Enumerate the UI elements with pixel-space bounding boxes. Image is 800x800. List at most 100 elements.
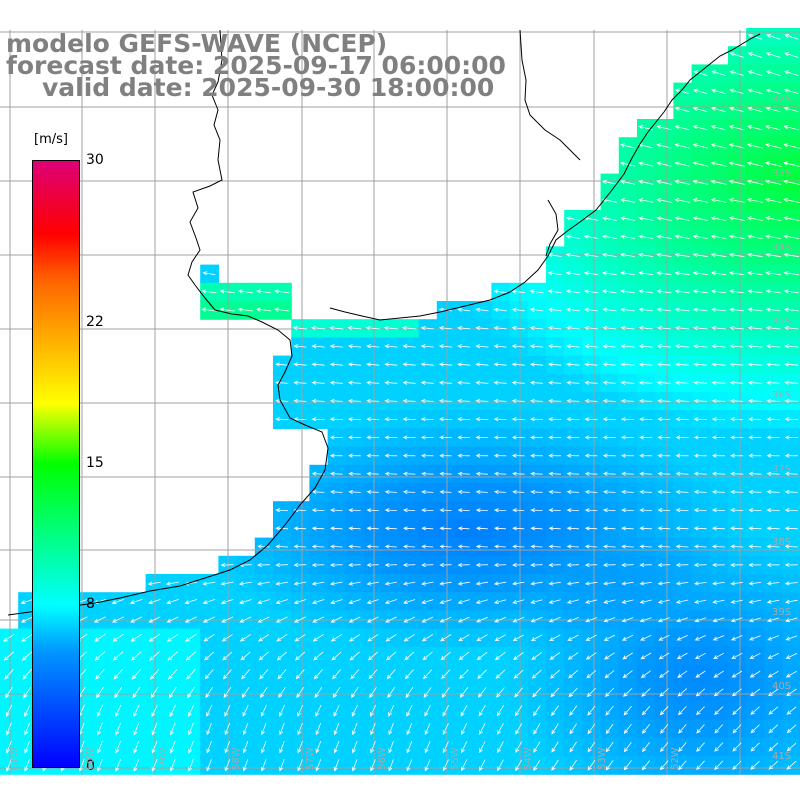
wind-arrow xyxy=(165,581,179,586)
wind-arrow xyxy=(584,581,598,586)
wind-arrow xyxy=(710,125,727,131)
wind-arrow xyxy=(184,599,198,605)
wind-arrow xyxy=(348,562,361,568)
wind-arrow xyxy=(402,508,416,513)
wind-arrow xyxy=(639,508,653,513)
wind-arrow xyxy=(384,489,398,495)
wind-speed-cell xyxy=(728,701,747,721)
wind-arrow xyxy=(657,617,670,623)
wind-speed-cell xyxy=(673,683,693,702)
wind-arrow xyxy=(511,344,525,349)
wind-arrow xyxy=(384,453,398,458)
wind-arrow xyxy=(511,398,525,404)
wind-arrow xyxy=(421,471,434,476)
wind-arrow xyxy=(422,669,433,680)
wind-arrow xyxy=(347,398,362,404)
wind-arrow xyxy=(457,489,470,495)
wind-arrow xyxy=(566,562,580,568)
wind-arrow xyxy=(457,544,470,549)
wind-arrow xyxy=(749,635,761,641)
colorbar-tick-label: 22 xyxy=(86,313,104,330)
wind-arrow xyxy=(261,722,267,736)
wind-arrow xyxy=(202,616,215,623)
wind-speed-cell xyxy=(491,756,511,775)
wind-arrow xyxy=(765,252,781,258)
wind-arrow xyxy=(748,417,762,422)
wind-arrow xyxy=(602,289,617,294)
wind-arrow xyxy=(275,398,289,404)
wind-arrow xyxy=(384,380,398,385)
wind-arrow xyxy=(184,616,197,623)
wind-speed-cell xyxy=(491,683,511,702)
wind-arrow xyxy=(693,508,707,513)
wind-arrow xyxy=(675,526,689,531)
wind-arrow xyxy=(531,652,543,660)
wind-arrow xyxy=(24,759,30,772)
wind-arrow xyxy=(584,435,598,440)
wind-arrow xyxy=(532,705,541,717)
wind-arrow xyxy=(710,234,727,239)
wind-arrow xyxy=(297,722,303,736)
wind-arrow xyxy=(638,179,654,185)
wind-arrow xyxy=(347,417,362,422)
colorbar-tick-label: 8 xyxy=(86,596,95,613)
wind-arrow xyxy=(641,742,651,753)
wind-arrow xyxy=(623,723,632,735)
wind-speed-cell xyxy=(546,665,565,684)
wind-speed-cell xyxy=(182,628,201,648)
wind-arrow xyxy=(6,722,12,736)
wind-arrow xyxy=(493,435,507,440)
wind-arrow xyxy=(311,508,325,513)
wind-speed-cell xyxy=(364,646,383,666)
wind-arrow xyxy=(584,307,599,312)
wind-arrow xyxy=(258,634,270,642)
wind-arrow xyxy=(275,581,289,586)
wind-speed-cell xyxy=(600,646,620,666)
wind-arrow xyxy=(604,670,615,679)
wind-arrow xyxy=(605,705,614,716)
wind-arrow xyxy=(747,271,763,276)
wind-arrow xyxy=(547,362,562,367)
wind-speed-cell xyxy=(564,701,583,721)
wind-arrow xyxy=(384,471,398,476)
wind-arrow xyxy=(638,344,653,349)
wind-arrow xyxy=(640,634,652,641)
wind-arrow xyxy=(566,599,580,604)
wind-arrow xyxy=(656,380,671,385)
wind-arrow xyxy=(765,143,782,149)
wind-arrow xyxy=(602,380,616,385)
wind-arrow xyxy=(602,526,616,531)
wind-arrow xyxy=(475,307,489,312)
wind-speed-cell xyxy=(455,719,474,739)
wind-arrow xyxy=(6,759,12,772)
wind-arrow xyxy=(565,234,581,239)
latitude-label: 39S xyxy=(772,607,792,618)
wind-arrow xyxy=(96,704,104,718)
wind-arrow xyxy=(370,704,377,717)
wind-arrow xyxy=(366,526,379,531)
wind-arrow xyxy=(784,599,798,604)
wind-arrow xyxy=(24,740,30,754)
wind-arrow xyxy=(728,252,745,258)
wind-arrow xyxy=(511,289,526,294)
wind-arrow xyxy=(365,325,380,331)
wind-arrow xyxy=(256,562,270,568)
wind-speed-cell xyxy=(637,665,656,684)
wind-arrow xyxy=(352,741,358,754)
wind-arrow xyxy=(313,651,324,661)
wind-arrow xyxy=(656,234,672,239)
wind-arrow xyxy=(784,52,799,58)
wind-speed-cell xyxy=(728,719,747,739)
wind-speed-cell xyxy=(691,646,711,666)
wind-arrow xyxy=(347,325,362,331)
wind-arrow xyxy=(602,544,616,549)
wind-speed-cell xyxy=(418,701,438,721)
wind-arrow xyxy=(766,471,780,476)
wind-speed-cell xyxy=(673,756,693,775)
wind-arrow xyxy=(658,634,670,641)
wind-speed-cell xyxy=(618,665,638,684)
wind-arrow xyxy=(384,362,398,367)
wind-arrow xyxy=(388,722,394,736)
wind-arrow xyxy=(784,544,798,549)
wind-arrow xyxy=(5,704,13,718)
